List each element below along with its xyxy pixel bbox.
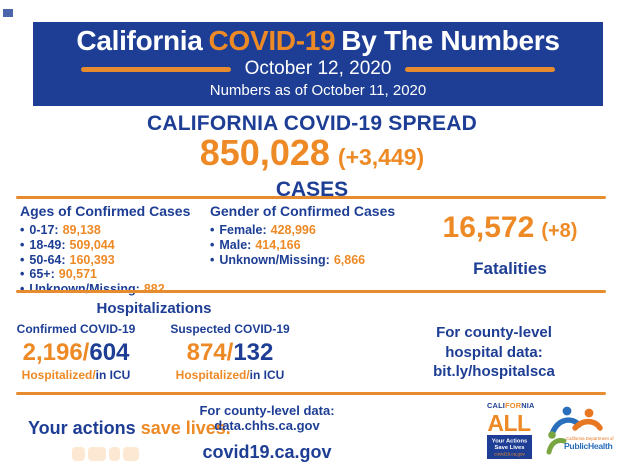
confirmed-hospitalizations: Confirmed COVID-19 2,196/604 Hospitalize…: [6, 322, 146, 382]
gender-title: Gender of Confirmed Cases: [210, 203, 396, 219]
cdph-green-figure-head: [548, 431, 556, 439]
slogan-your-actions: Your actions: [28, 418, 136, 438]
covid19-site-link-text: covid19.ca.gov: [202, 442, 332, 462]
footer-links: For county-level data: data.chhs.ca.gov …: [177, 403, 357, 463]
gender-list: Female:428,996 Male:414,166 Unknown/Miss…: [210, 223, 415, 267]
logo-nia-text: NIA: [521, 401, 534, 410]
title-covid19: COVID-19: [208, 25, 336, 56]
ages-list: 0-17:89,138 18-49:509,044 50-64:160,393 …: [20, 223, 208, 297]
slogan: Your actions save lives.: [28, 418, 231, 439]
ages-title: Ages of Confirmed Cases: [20, 203, 191, 219]
california-all-logo: CALIFORNIA ALL Your Actions Save Lives c…: [486, 400, 535, 467]
section-divider: [16, 196, 606, 199]
svg-text:CALIFORNIA: CALIFORNIA: [487, 401, 534, 410]
list-item: 50-64:160,393: [20, 253, 208, 268]
logo-box: [487, 435, 532, 459]
new-cases-delta: (+3,449): [337, 144, 425, 170]
cdph-orange-figure: [572, 418, 603, 431]
suspected-covid-title: Suspected COVID-19: [170, 322, 290, 336]
list-item: 65+:90,571: [20, 267, 208, 282]
date-divider-right: [405, 66, 556, 72]
report-date-row: October 12, 2020: [67, 58, 570, 80]
fatalities-delta: (+8): [541, 220, 578, 242]
county-hospital-data-note: For county-level hospital data: bit.ly/h…: [396, 323, 592, 382]
logo-all-text: ALL: [487, 410, 531, 436]
page-title: California COVID-19 By The Numbers: [76, 25, 560, 57]
corner-artifact-mark: [3, 9, 13, 17]
spread-section-title: CALIFORNIA COVID-19 SPREAD: [147, 112, 477, 135]
county-data-label: For county-level data:: [199, 403, 335, 418]
california-all-logo-graphic: CALIFORNIA ALL Your Actions Save Lives c…: [487, 401, 535, 459]
total-cases-line: 850,028 (+3,449): [0, 135, 624, 178]
numbers-as-of-date: Numbers as of October 11, 2020: [209, 81, 427, 99]
slogan-save-lives: save lives.: [140, 418, 231, 438]
section-divider: [16, 392, 606, 395]
confirmed-hospitalized-count: 2,196/604: [22, 339, 130, 366]
cdph-orange-figure-head: [584, 408, 594, 418]
confirmed-covid-title: Confirmed COVID-19: [16, 322, 136, 336]
fatalities-label: Fatalities: [473, 259, 547, 278]
title-by-the-numbers: By The Numbers: [341, 25, 560, 56]
header-banner: California COVID-19 By The Numbers October…: [33, 22, 603, 106]
ages-of-confirmed-cases: Ages of Confirmed Cases 0-17:89,138 18-4…: [20, 203, 208, 297]
chhs-link-text: data.chhs.ca.gov: [214, 417, 320, 433]
fatalities-count-line: 16,572 (+8): [410, 213, 610, 248]
gender-of-confirmed-cases: Gender of Confirmed Cases Female:428,996…: [210, 203, 415, 267]
cdph-blue-figure-head: [562, 406, 572, 416]
section-divider: [16, 290, 606, 293]
cdph-green-figure: [546, 438, 567, 455]
suspected-hospitalized-count: 874/132: [186, 339, 274, 366]
watermark-ghost-text: [72, 447, 142, 465]
list-item: 18-49:509,044: [20, 238, 208, 253]
cdph-department-text: California Department of: [566, 436, 614, 441]
fatalities-count: 16,572: [442, 211, 535, 244]
logo-box-line3: covid19.ca.gov: [494, 452, 525, 457]
logo-box-line1: Your Actions: [492, 439, 527, 445]
list-item: 0-17:89,138: [20, 223, 208, 238]
fatalities-section: 16,572 (+8) Fatalities: [410, 213, 610, 279]
hospital-data-link-text: bit.ly/hospitalsca: [433, 363, 555, 380]
title-california: California: [76, 25, 203, 56]
hospitalizations-title: Hospitalizations: [96, 300, 212, 317]
list-item: Male:414,166: [210, 238, 415, 253]
list-item: Unknown/Missing:6,866: [210, 253, 415, 268]
total-cases-count: 850,028: [199, 132, 330, 173]
cdph-logo: California Department of PublicHealth: [544, 404, 622, 467]
logo-box-line2: Save Lives: [495, 445, 525, 451]
report-date: October 12, 2020: [244, 58, 392, 80]
hospitalized-icu-caption: Hospitalized/in ICU: [175, 368, 285, 382]
date-divider-left: [80, 66, 231, 72]
list-item: Female:428,996: [210, 223, 415, 238]
cdph-publichealth-text: PublicHealth: [564, 441, 613, 451]
hospitalized-icu-caption: Hospitalized/in ICU: [21, 368, 131, 382]
logo-for-text: FOR: [505, 401, 522, 410]
cdph-logo-graphic: California Department of PublicHealth: [546, 406, 614, 455]
suspected-hospitalizations: Suspected COVID-19 874/132 Hospitalized/…: [160, 322, 300, 382]
logo-cali-text: CALI: [487, 401, 505, 410]
cases-label: CASES: [275, 178, 349, 201]
spread-section: CALIFORNIA COVID-19 SPREAD 850,028 (+3,44…: [0, 112, 624, 201]
